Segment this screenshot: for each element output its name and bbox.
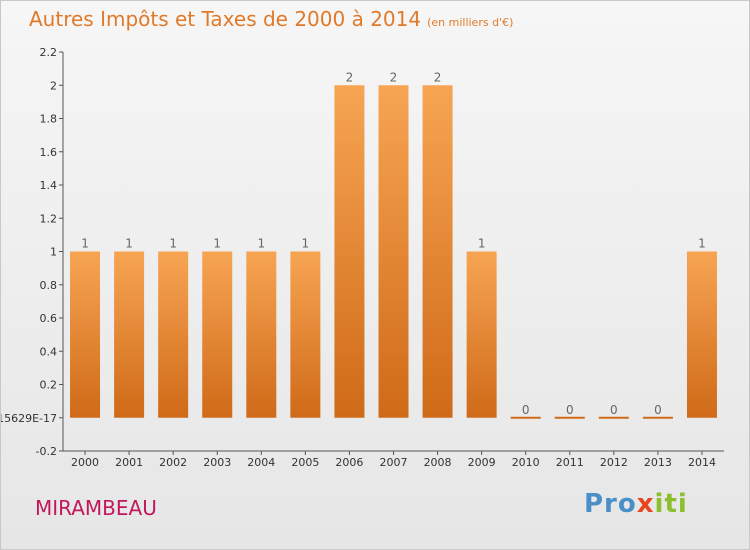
title-text: Autres Impôts et Taxes de 2000 à 2014 <box>29 7 422 31</box>
bar <box>642 416 673 419</box>
bar-data-label: 0 <box>522 403 530 417</box>
chart-bars: 1 1 1 1 1 1 2 2 2 1 0 0 0 0 1 <box>70 70 717 419</box>
town-name: MIRAMBEAU <box>35 496 157 520</box>
y-tick-label: 0.4 <box>40 345 58 358</box>
x-tick-label: 2010 <box>512 456 540 469</box>
x-tick-label: 2004 <box>247 456 275 469</box>
bar <box>554 416 585 419</box>
chart-subtitle: (en milliers d'€) <box>427 16 514 29</box>
bar-data-label: 1 <box>302 237 310 251</box>
bar <box>422 85 453 418</box>
bar-data-label: 2 <box>434 70 442 84</box>
y-tick-label: -0.2 <box>36 445 57 458</box>
bar-data-label: 1 <box>81 237 89 251</box>
x-tick-label: 2008 <box>424 456 452 469</box>
y-tick-label: 2.2 <box>40 46 58 59</box>
bar <box>466 251 497 418</box>
bar <box>202 251 233 418</box>
proxiti-logo: Proxiti <box>584 489 688 519</box>
bar <box>290 251 321 418</box>
bar-data-label: 1 <box>698 237 706 251</box>
y-tick-label: -1.15629E-17 <box>1 412 57 425</box>
x-tick-label: 2013 <box>644 456 672 469</box>
bar-data-label: 2 <box>346 70 354 84</box>
bar-data-label: 0 <box>566 403 574 417</box>
x-tick-label: 2009 <box>468 456 496 469</box>
bar-data-label: 2 <box>390 70 398 84</box>
bar <box>378 85 409 418</box>
x-tick-label: 2001 <box>115 456 143 469</box>
bar <box>334 85 365 418</box>
logo-part-2: x <box>636 489 655 519</box>
x-tick-label: 2012 <box>600 456 628 469</box>
bar-data-label: 0 <box>654 403 662 417</box>
logo-part-1: Pro <box>584 489 637 519</box>
x-tick-label: 2006 <box>335 456 363 469</box>
y-tick-label: 0.6 <box>40 312 58 325</box>
x-tick-label: 2003 <box>203 456 231 469</box>
x-tick-label: 2011 <box>556 456 584 469</box>
bar <box>246 251 277 418</box>
chart-axes: -0.2 -1.15629E-17 0.2 0.4 0.6 0.8 1 1.2 1.4 1.6 1.… <box>1 46 724 469</box>
bar-data-label: 0 <box>610 403 618 417</box>
x-tick-label: 2014 <box>688 456 716 469</box>
bar-data-label: 1 <box>169 237 177 251</box>
y-tick-label: 1 <box>50 246 57 259</box>
x-tick-label: 2005 <box>291 456 319 469</box>
y-tick-label: 0.2 <box>40 379 58 392</box>
bar-data-label: 1 <box>125 237 133 251</box>
logo-part-3: iti <box>654 489 688 519</box>
bar-data-label: 1 <box>213 237 221 251</box>
bar <box>598 416 629 419</box>
y-tick-label: 1.4 <box>40 179 58 192</box>
x-tick-label: 2007 <box>380 456 408 469</box>
bar-data-label: 1 <box>257 237 265 251</box>
bar-data-label: 1 <box>478 237 486 251</box>
y-tick-label: 1.2 <box>40 212 58 225</box>
x-tick-label: 2002 <box>159 456 187 469</box>
bar <box>114 251 145 418</box>
chart-title: Autres Impôts et Taxes de 2000 à 2014 (en… <box>29 7 513 31</box>
bar <box>686 251 717 418</box>
y-tick-label: 0.8 <box>40 279 58 292</box>
y-tick-label: 1.6 <box>40 146 58 159</box>
y-tick-label: 1.8 <box>40 113 58 126</box>
y-tick-label: 2 <box>50 79 57 92</box>
bar <box>510 416 541 419</box>
bar <box>70 251 101 418</box>
x-tick-label: 2000 <box>71 456 99 469</box>
bar <box>158 251 189 418</box>
